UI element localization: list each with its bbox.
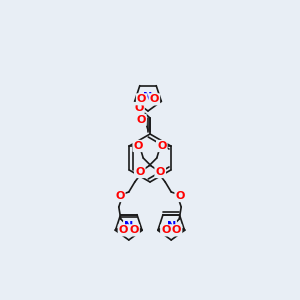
Text: O: O	[119, 225, 128, 235]
Text: O: O	[129, 225, 139, 235]
Text: N: N	[124, 221, 134, 231]
Text: O: O	[135, 167, 145, 177]
Text: O: O	[115, 191, 124, 201]
Text: O: O	[157, 141, 167, 151]
Text: O: O	[134, 103, 144, 113]
Text: O: O	[137, 94, 146, 104]
Text: O: O	[172, 225, 181, 235]
Text: O: O	[176, 191, 185, 201]
Text: O: O	[161, 225, 171, 235]
Text: O: O	[150, 94, 159, 104]
Text: O: O	[155, 167, 165, 177]
Text: N: N	[167, 221, 176, 231]
Text: O: O	[134, 141, 143, 151]
Text: N: N	[143, 92, 153, 102]
Text: O: O	[136, 115, 146, 125]
